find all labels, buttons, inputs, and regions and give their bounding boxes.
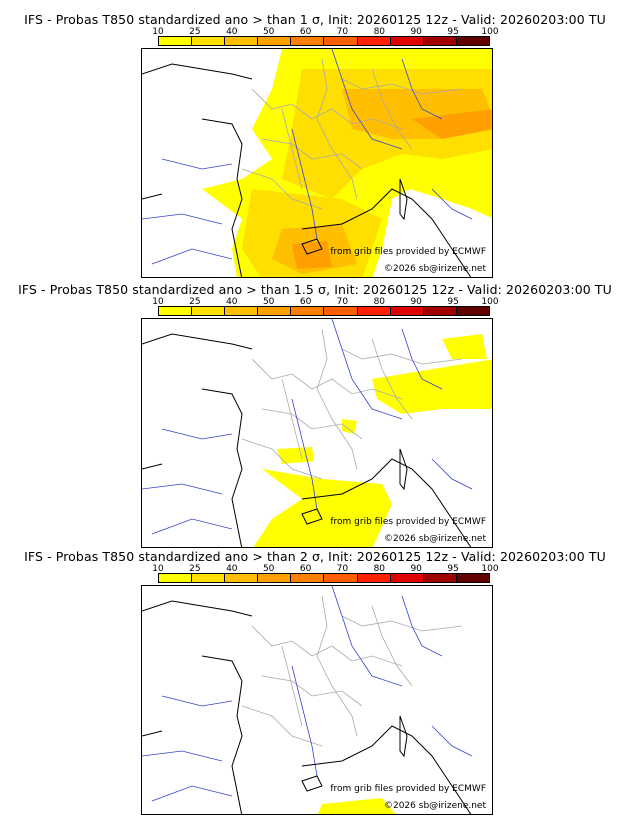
- colorbar-tick: 100: [481, 27, 499, 37]
- colorbar-tick: 100: [481, 297, 499, 307]
- colorbar: [158, 306, 490, 316]
- map-drawing: [142, 49, 492, 277]
- colorbar-tick: 80: [373, 27, 386, 37]
- colorbar-tick: 25: [189, 564, 201, 574]
- colorbar-tick: 10: [152, 27, 164, 37]
- colorbar-segment: [225, 307, 259, 315]
- colorbar-ticks: 10 25 40 50 60 70 80 90 95 100: [152, 563, 498, 575]
- colorbar-tick: 95: [447, 564, 459, 574]
- colorbar-segment: [423, 574, 457, 582]
- colorbar-tick: 50: [262, 564, 275, 574]
- colorbar-tick: 40: [226, 564, 238, 574]
- colorbar-segment: [159, 307, 193, 315]
- probability-area-50: [292, 109, 492, 269]
- colorbar-segment: [192, 307, 226, 315]
- colorbar: [158, 36, 490, 46]
- colorbar-tick: 95: [447, 27, 459, 37]
- border-lines: [241, 58, 463, 210]
- colorbar-segment: [159, 574, 193, 582]
- colorbar-tick: 70: [336, 564, 349, 574]
- panel-title: IFS - Probas T850 standardized ano > tha…: [24, 549, 606, 564]
- probability-map: from grib files provided by ECMWF ©2026 …: [141, 318, 493, 548]
- colorbar-segment: [423, 307, 457, 315]
- probability-map: from grib files provided by ECMWF ©2026 …: [141, 48, 493, 278]
- colorbar-segment: [291, 37, 325, 45]
- map-panel-3: IFS - Probas T850 standardized ano > tha…: [0, 540, 630, 816]
- colorbar-tick: 90: [410, 297, 422, 307]
- colorbar-segment: [225, 574, 259, 582]
- colorbar-tick: 80: [373, 564, 386, 574]
- colorbar-segment: [357, 37, 391, 45]
- copyright-credit: ©2026 sb@irizene.net: [383, 264, 486, 274]
- colorbar-tick: 25: [189, 297, 201, 307]
- colorbar-segment: [357, 574, 391, 582]
- colorbar-segment: [258, 307, 292, 315]
- colorbar-segment: [456, 307, 489, 315]
- colorbar-segment: [258, 574, 292, 582]
- source-credit: from grib files provided by ECMWF: [330, 784, 486, 794]
- probability-area-10: [317, 798, 396, 814]
- map-panel-1: IFS - Probas T850 standardized ano > tha…: [0, 0, 630, 278]
- river-lines: [142, 586, 473, 802]
- colorbar-segment: [390, 37, 424, 45]
- colorbar-segment: [225, 37, 259, 45]
- coastline: [142, 63, 472, 277]
- coastline: [142, 600, 472, 814]
- probability-map: from grib files provided by ECMWF ©2026 …: [141, 585, 493, 815]
- colorbar-segment: [390, 307, 424, 315]
- colorbar-segment: [390, 574, 424, 582]
- colorbar-segment: [192, 574, 226, 582]
- source-credit: from grib files provided by ECMWF: [330, 247, 486, 257]
- map-drawing: [142, 319, 492, 547]
- colorbar-segment: [423, 37, 457, 45]
- colorbar-tick: 10: [152, 297, 164, 307]
- colorbar-ticks: 10 25 40 50 60 70 80 90 95 100: [152, 296, 498, 308]
- colorbar-tick: 80: [373, 297, 386, 307]
- colorbar-segment: [324, 37, 358, 45]
- colorbar-segment: [324, 307, 358, 315]
- colorbar-segment: [291, 307, 325, 315]
- colorbar-tick: 70: [336, 27, 349, 37]
- coastline: [142, 333, 472, 547]
- colorbar-segment: [456, 37, 489, 45]
- colorbar-tick: 90: [410, 564, 422, 574]
- colorbar-tick: 50: [262, 27, 275, 37]
- copyright-credit: ©2026 sb@irizene.net: [383, 534, 486, 544]
- river-lines: [142, 319, 473, 535]
- river-lines: [142, 49, 473, 265]
- colorbar-tick: 60: [299, 564, 312, 574]
- colorbar-tick: 95: [447, 297, 459, 307]
- panel-title: IFS - Probas T850 standardized ano > tha…: [18, 282, 612, 297]
- panel-title: IFS - Probas T850 standardized ano > tha…: [24, 12, 606, 27]
- colorbar-segment: [258, 37, 292, 45]
- border-lines: [241, 595, 463, 747]
- source-credit: from grib files provided by ECMWF: [330, 517, 486, 527]
- colorbar-tick: 60: [299, 297, 312, 307]
- colorbar-tick: 100: [481, 564, 499, 574]
- colorbar-tick: 90: [410, 27, 422, 37]
- colorbar-tick: 10: [152, 564, 164, 574]
- colorbar-tick: 60: [299, 27, 312, 37]
- copyright-credit: ©2026 sb@irizene.net: [383, 801, 486, 811]
- colorbar-tick: 50: [262, 297, 275, 307]
- colorbar-segment: [324, 574, 358, 582]
- colorbar: [158, 573, 490, 583]
- colorbar-ticks: 10 25 40 50 60 70 80 90 95 100: [152, 26, 498, 38]
- colorbar-tick: 40: [226, 27, 238, 37]
- colorbar-segment: [192, 37, 226, 45]
- colorbar-tick: 25: [189, 27, 201, 37]
- colorbar-tick: 70: [336, 297, 349, 307]
- colorbar-tick: 40: [226, 297, 238, 307]
- colorbar-segment: [456, 574, 489, 582]
- colorbar-segment: [159, 37, 193, 45]
- colorbar-segment: [357, 307, 391, 315]
- colorbar-segment: [291, 574, 325, 582]
- map-panel-2: IFS - Probas T850 standardized ano > tha…: [0, 270, 630, 548]
- border-lines: [241, 328, 463, 480]
- probability-area-10: [253, 334, 492, 547]
- map-drawing: [142, 586, 473, 814]
